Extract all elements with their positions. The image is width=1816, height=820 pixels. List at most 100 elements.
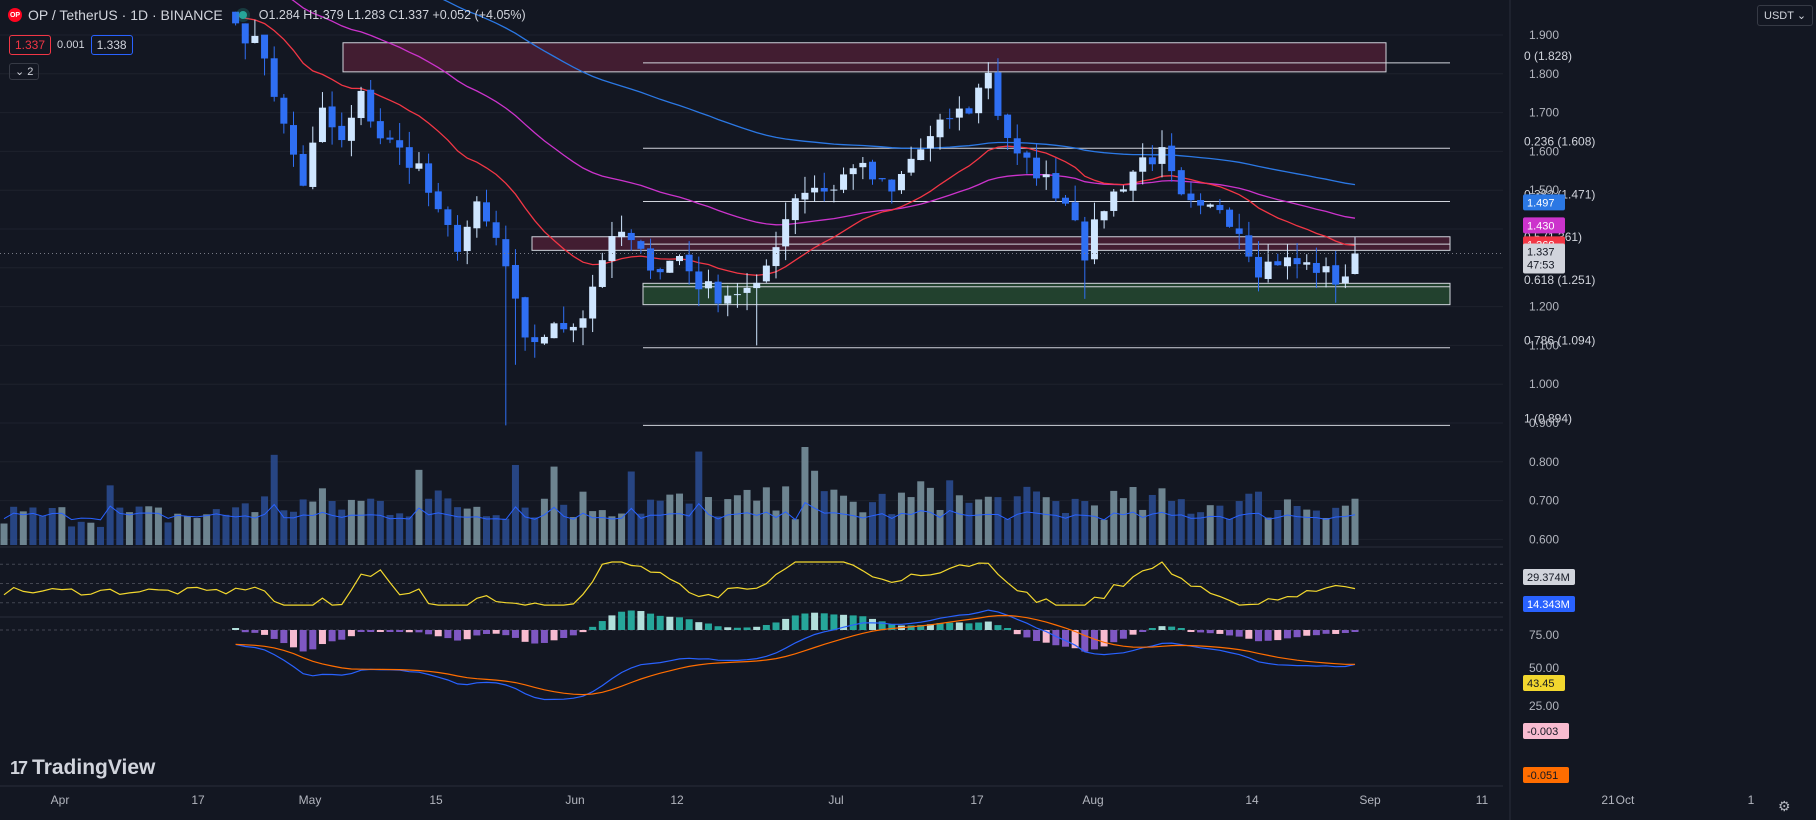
volume-bar xyxy=(1033,491,1041,545)
time-tick-label: May xyxy=(299,793,322,807)
macd-histogram-bar xyxy=(984,621,992,630)
macd-line-tag: -0.051 xyxy=(1523,767,1569,783)
candle xyxy=(984,62,992,100)
candle xyxy=(965,106,973,115)
op-logo-icon: OP xyxy=(8,8,22,22)
candle xyxy=(1226,207,1234,228)
candle xyxy=(270,46,278,102)
candle-body xyxy=(926,136,934,149)
candle xyxy=(811,175,819,202)
volume-bar xyxy=(1351,498,1359,545)
volume-bar xyxy=(859,512,867,545)
macd-histogram-tag: -0.003 xyxy=(1523,723,1569,739)
indicator-count: 2 xyxy=(27,66,34,78)
volume-bar xyxy=(39,516,47,545)
volume-bar xyxy=(492,515,500,545)
macd-histogram-bar xyxy=(685,619,693,630)
macd-histogram-bar xyxy=(830,614,838,630)
macd-histogram-bar xyxy=(782,618,790,630)
candle xyxy=(1255,241,1262,292)
macd-histogram-bar xyxy=(1033,630,1041,642)
svg-text:1.430: 1.430 xyxy=(1527,220,1555,232)
macd-histogram-bar xyxy=(569,630,577,636)
indicators-toggle-button[interactable]: ⌄ 2 xyxy=(9,63,40,80)
ema-50-tag: 1.430 xyxy=(1523,217,1565,234)
candle-body xyxy=(328,106,336,128)
volume-bar xyxy=(29,507,37,545)
rsi-value-tag: 43.45 xyxy=(1523,675,1565,691)
macd-histogram-bar xyxy=(1023,630,1031,638)
volume-bar xyxy=(116,507,124,545)
macd-histogram-bar xyxy=(801,613,809,630)
candle-body xyxy=(849,168,857,175)
macd-histogram-bar xyxy=(367,630,375,632)
macd-histogram-bar xyxy=(1206,630,1214,634)
candle xyxy=(627,229,635,251)
macd-histogram-bar xyxy=(704,623,712,630)
volume-bar xyxy=(733,495,741,545)
volume-bar xyxy=(569,517,577,545)
time-tick-label: 21 xyxy=(1601,793,1615,807)
candle xyxy=(762,259,770,283)
candle xyxy=(1052,158,1060,202)
macd-histogram-bar xyxy=(1245,630,1253,639)
candle-body xyxy=(1110,191,1118,211)
volume-bar xyxy=(1322,517,1330,545)
buy-price-button[interactable]: 1.338 xyxy=(90,35,133,55)
volume-bar xyxy=(782,486,790,545)
candle xyxy=(772,231,780,279)
symbol-header: OP OP / TetherUS · 1D · BINANCE O1.284 H… xyxy=(8,7,526,23)
gear-icon[interactable]: ⚙ xyxy=(1778,798,1791,814)
volume-bar xyxy=(743,489,751,545)
candle xyxy=(232,11,240,26)
candle xyxy=(859,157,867,180)
candle-body xyxy=(975,87,983,114)
time-tick-label: 17 xyxy=(970,793,984,807)
tradingview-watermark[interactable]: 17 TradingView xyxy=(10,756,155,780)
candle-body xyxy=(1264,261,1272,279)
currency-selector[interactable]: USDT ⌄ xyxy=(1757,5,1814,26)
volume-bar xyxy=(647,499,655,545)
volume-bars xyxy=(0,447,1359,545)
candle xyxy=(1197,193,1205,215)
candle-body xyxy=(869,161,876,180)
candle xyxy=(434,182,442,213)
macd-pane xyxy=(0,609,1503,701)
sell-price-button[interactable]: 1.337 xyxy=(9,35,52,55)
candle-body xyxy=(1071,202,1079,221)
candle-body xyxy=(1158,147,1166,164)
macd-histogram-bar xyxy=(666,616,674,630)
currency-label: USDT xyxy=(1764,10,1794,22)
time-tick-label: 1 xyxy=(1748,793,1755,807)
candle xyxy=(975,83,983,124)
volume-bar xyxy=(1235,501,1243,545)
candle xyxy=(531,324,539,358)
volume-bar xyxy=(888,514,896,545)
candle-body xyxy=(280,97,288,124)
volume-bar xyxy=(1274,510,1282,545)
macd-histogram-bar xyxy=(1052,630,1060,646)
volume-bar xyxy=(704,497,712,545)
volume-bar xyxy=(1090,505,1098,545)
candle-body xyxy=(299,153,307,186)
volume-bar xyxy=(772,510,780,545)
candle xyxy=(1110,189,1118,217)
candle-body xyxy=(492,222,500,238)
candle xyxy=(299,145,307,187)
candle xyxy=(618,215,626,246)
volume-bar xyxy=(869,502,876,545)
volume-bar xyxy=(77,521,85,545)
volume-bar xyxy=(666,494,674,545)
candle xyxy=(1013,124,1021,165)
candle xyxy=(1004,113,1012,151)
candle xyxy=(820,172,828,202)
macd-histogram-bar xyxy=(1303,630,1311,636)
candle xyxy=(946,108,954,129)
candle-body xyxy=(521,297,529,338)
candle-body xyxy=(579,318,587,328)
svg-text:-0.003: -0.003 xyxy=(1527,726,1558,738)
candle-body xyxy=(1187,193,1195,201)
price-tick-label: 0.600 xyxy=(1529,532,1559,546)
symbol-title[interactable]: OP / TetherUS · 1D · BINANCE xyxy=(28,7,223,23)
